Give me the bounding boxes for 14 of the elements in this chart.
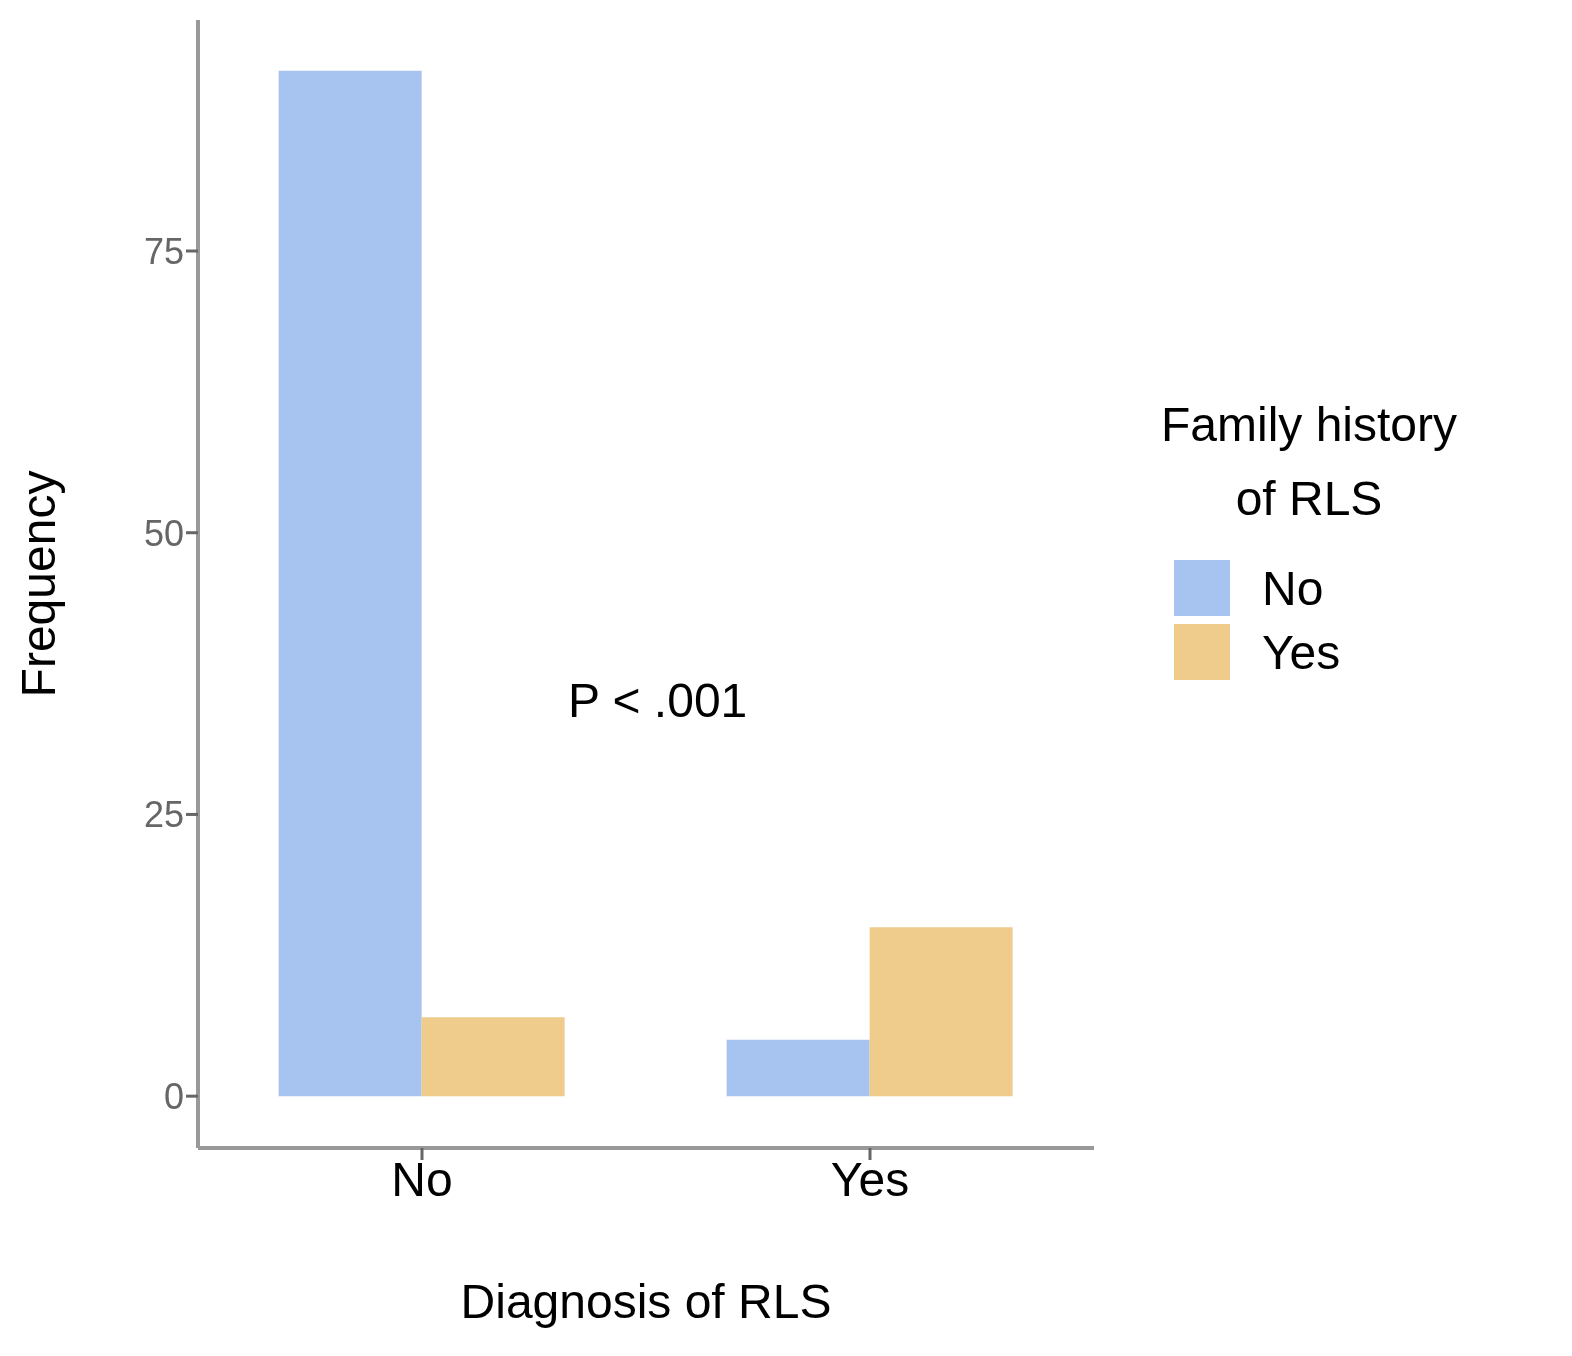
y-tick-label: 0 [163, 1075, 184, 1117]
y-tick-label: 50 [143, 512, 184, 554]
annotation: P < .001 [568, 673, 748, 728]
y-axis-title: Frequency [12, 470, 66, 698]
x-axis-title: Diagnosis of RLS [460, 1275, 832, 1328]
legend-title: Family history of RLS [1159, 397, 1458, 527]
legend-label: Yes [1262, 624, 1341, 680]
y-tick-label: 25 [143, 794, 184, 836]
bar [869, 927, 1013, 1097]
legend-label: No [1262, 560, 1324, 616]
y-tick-label: 75 [143, 230, 184, 272]
bar [278, 70, 422, 1097]
bar [421, 1017, 565, 1097]
bar [726, 1039, 870, 1097]
